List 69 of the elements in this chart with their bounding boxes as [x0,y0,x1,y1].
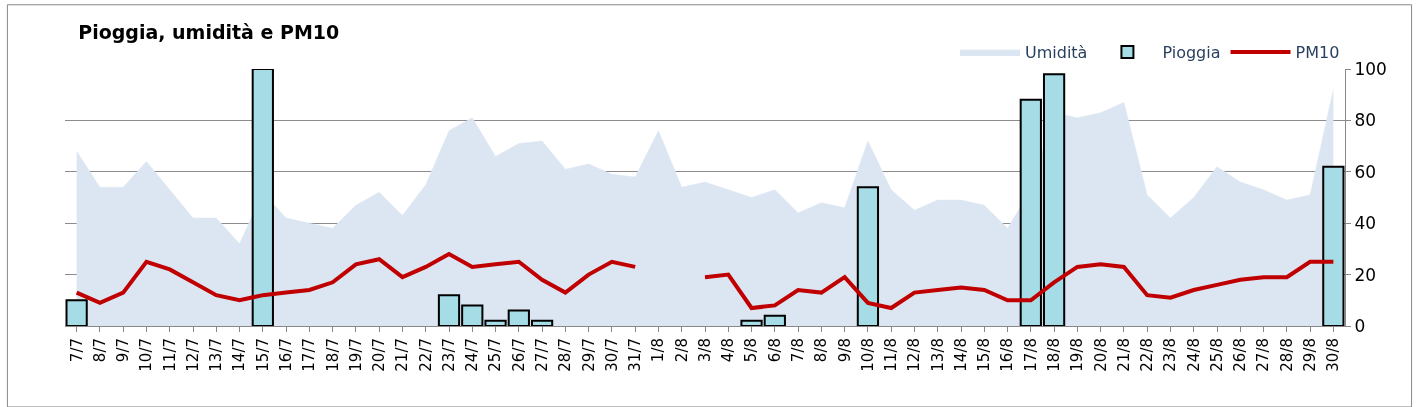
y-tick-label: 40 [1354,213,1377,234]
x-tick-label: 17/7 [300,338,319,372]
x-tick-label: 10/8 [858,338,877,372]
x-tick-label: 27/8 [1254,338,1273,372]
chart-title: Pioggia, umidità e PM10 [78,21,340,44]
bar [65,299,88,326]
x-tick-label: 14/7 [230,338,249,372]
x-tick-label: 12/8 [905,338,924,372]
y-tick-label: 100 [1354,58,1387,79]
y-tick-label: 60 [1354,161,1377,182]
y-tick-label: 20 [1354,264,1377,285]
x-tick-label: 22/8 [1138,338,1157,372]
x-tick-label: 2/8 [672,338,691,363]
bar [856,186,880,326]
x-tick-label: 25/7 [486,338,505,372]
x-tick-label: 11/7 [160,338,179,372]
x-tick-label: 26/8 [1231,338,1250,372]
x-tick-label: 17/8 [1021,338,1040,372]
y-tick-label: 80 [1354,110,1377,131]
x-tick-label: 10/7 [137,338,156,372]
x-tick-label: 18/7 [323,338,342,372]
bar [1322,165,1345,326]
legend-label: Pioggia [1162,43,1221,63]
x-tick-label: 16/7 [276,338,295,372]
x-tick-label: 28/7 [556,338,575,372]
x-tick-label: 28/8 [1277,338,1296,372]
x-tick-label: 12/7 [183,338,202,372]
x-tick-label: 27/7 [532,338,551,372]
x-tick-label: 18/8 [1044,338,1063,372]
x-tick-label: 19/8 [1068,338,1087,372]
x-tick-label: 23/8 [1161,338,1180,372]
x-tick-label: 21/8 [1114,338,1133,372]
x-tick-label: 19/7 [346,338,365,372]
x-tick-label: 11/8 [882,338,901,372]
x-tick-label: 24/8 [1184,338,1203,372]
x-tick-label: 31/7 [626,338,645,372]
x-tick-label: 13/7 [207,338,226,372]
x-tick-label: 13/8 [928,338,947,372]
x-tick-label: 25/8 [1207,338,1226,372]
x-tick-label: 20/8 [1091,338,1110,372]
legend-label: Umidità [1025,43,1088,63]
x-tick-label: 23/7 [439,338,458,372]
x-tick-label: 14/8 [951,338,970,372]
x-tick-label: 8/8 [812,338,831,363]
x-tick-label: 30/7 [602,338,621,372]
x-tick-label: 1/8 [649,338,668,363]
x-tick-label: 21/7 [393,338,412,372]
x-tick-label: 16/8 [998,338,1017,372]
x-tick-label: 24/7 [463,338,482,372]
x-tick-label: 30/8 [1324,338,1343,372]
x-tick-label: 29/8 [1300,338,1319,372]
x-tick-label: 15/7 [253,338,272,372]
x-tick-label: 7/8 [788,338,807,363]
x-tick-label: 15/8 [975,338,994,372]
x-tick-label: 6/8 [765,338,784,363]
x-tick-label: 4/8 [719,338,738,363]
x-tick-label: 9/8 [835,338,854,363]
x-tick-label: 7/7 [67,338,86,363]
y-tick-label: 0 [1354,315,1366,336]
x-tick-label: 26/7 [509,338,528,372]
x-tick-label: 3/8 [695,338,714,363]
x-tick-label: 22/7 [416,338,435,372]
legend-label: PM10 [1295,43,1340,63]
x-tick-label: 29/7 [579,338,598,372]
x-tick-label: 5/8 [742,338,761,363]
x-tick-label: 9/7 [114,338,133,363]
x-tick-label: 8/7 [90,338,109,363]
x-tick-label: 20/7 [370,338,389,372]
bar [251,69,274,326]
